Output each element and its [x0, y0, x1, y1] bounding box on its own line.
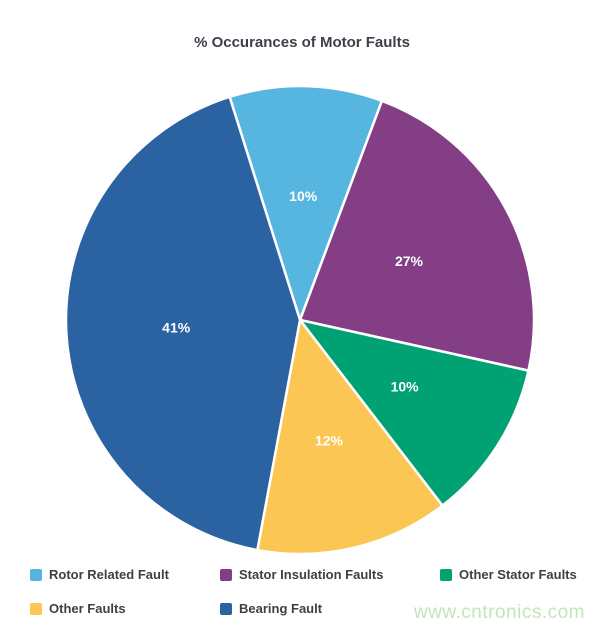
pie-slice-value-label: 10%	[391, 379, 420, 395]
legend-label: Other Stator Faults	[459, 567, 577, 582]
pie-slice-other-faults	[256, 318, 444, 556]
legend-item-stator-insulation-faults: Stator Insulation Faults	[220, 567, 383, 582]
legend-label: Rotor Related Fault	[49, 567, 169, 582]
pie-slice-value-label: 12%	[315, 433, 344, 449]
pie-slice-value-label: 27%	[395, 253, 424, 269]
legend-item-other-stator-faults: Other Stator Faults	[440, 567, 577, 582]
legend-label: Stator Insulation Faults	[239, 567, 384, 582]
pie-slice-value-label: 10%	[289, 188, 318, 204]
pie-slice-other-stator-faults	[298, 318, 530, 507]
legend-item-other-faults: Other Faults	[30, 601, 126, 616]
chart-title: % Occurances of Motor Faults	[194, 34, 410, 51]
legend-label: Bearing Fault	[239, 601, 323, 616]
pie-slice-value-label: 41%	[162, 320, 191, 336]
legend-item-rotor-related-fault: Rotor Related Fault	[30, 567, 169, 582]
legend-swatch-stator-insulation-faults	[220, 568, 232, 581]
legend-swatch-bearing-fault	[220, 602, 232, 615]
legend-label: Other Faults	[49, 601, 126, 616]
watermark: www.cntronics.com	[413, 602, 585, 623]
legend-swatch-rotor-related-fault	[30, 568, 42, 581]
pie-slice-stator-insulation-faults	[298, 99, 536, 372]
pie-slice-rotor-related-fault	[228, 84, 384, 322]
legend-item-bearing-fault: Bearing Fault	[220, 601, 322, 616]
legend-swatch-other-stator-faults	[440, 568, 452, 581]
legend-swatch-other-faults	[30, 602, 42, 615]
pie-slice-bearing-fault	[64, 95, 302, 552]
